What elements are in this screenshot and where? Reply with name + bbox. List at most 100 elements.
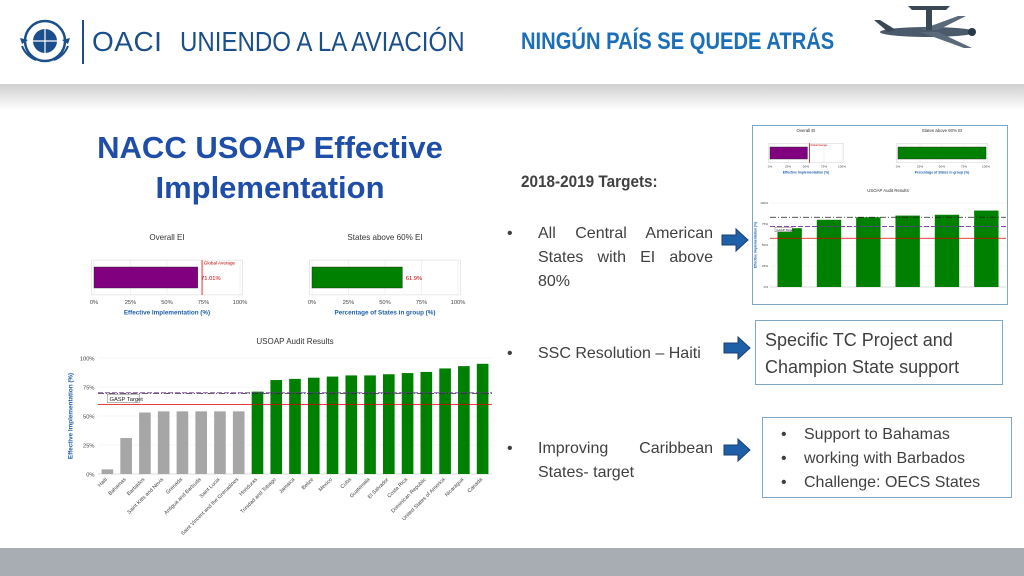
axis-label: Effective Implementation (%): [753, 222, 757, 269]
right-arrow-icon: [721, 228, 749, 252]
tick-label: 0%: [764, 285, 769, 289]
target-text: All Central American States with EI abov…: [538, 225, 713, 290]
bar: [895, 215, 920, 287]
bullet: •: [507, 345, 513, 362]
bar: [974, 210, 999, 287]
callout-item: Challenge: OECS States: [773, 471, 1011, 495]
bar: [251, 391, 264, 474]
tick-label: 75%: [198, 300, 210, 306]
chart-title: Overall EI: [796, 128, 815, 133]
tick-label: 0%: [308, 300, 316, 306]
category-label: Mexico: [318, 477, 334, 493]
axis-label: Percentage of States in group (%): [915, 170, 970, 174]
reference-label: Global Average: [204, 261, 236, 266]
bar: [270, 380, 283, 474]
tick-label: 25%: [125, 300, 137, 306]
bar: [897, 146, 987, 160]
target-label: GASP Target: [776, 228, 794, 232]
bar: [232, 411, 245, 474]
bar: [289, 378, 301, 474]
tick-label: 100%: [760, 201, 768, 205]
tick-label: 25%: [762, 264, 768, 268]
tick-label: 75%: [821, 165, 827, 169]
category-label: Nicaragua: [444, 477, 465, 498]
chart-title: States above 60% EI: [347, 233, 422, 242]
header-tagline: NINGÚN PAÍS SE QUEDE ATRÁS: [521, 28, 835, 55]
bar: [195, 411, 208, 474]
bar: [777, 228, 802, 287]
target-text: Improving Caribbean States- target: [538, 440, 713, 481]
tick-label: 75%: [961, 165, 967, 169]
bar: [816, 219, 842, 287]
bar: [458, 366, 470, 474]
bar: [401, 373, 414, 474]
left-chart-panel: Overall EI 0% 25% 50% 75% 100% 71.01% Global Av…: [68, 233, 492, 535]
target-item-caribbean: • Improving Caribbean States- target: [507, 437, 713, 485]
data-label: 71.01%: [201, 276, 221, 282]
bullet: •: [507, 440, 513, 457]
tick-label: 75%: [416, 300, 428, 306]
category-label: Trinidad and Tobago: [240, 477, 278, 515]
target-label-box: [107, 394, 140, 403]
axis-label: Percentage of States in group (%): [334, 309, 435, 316]
caribbean-callout: Support to Bahamas working with Barbados…: [762, 417, 1012, 498]
bar: [176, 411, 189, 474]
tick-label: 100%: [451, 300, 466, 306]
slide-title: NACC USOAP Effective Implementation: [97, 130, 443, 205]
tick-label: 100%: [80, 356, 95, 362]
reference-label: Global Average: [811, 144, 828, 147]
tick-label: 50%: [762, 243, 768, 247]
category-label: Cuba: [340, 477, 353, 490]
right-arrow-icon: [723, 438, 751, 462]
tick-label: 25%: [343, 300, 355, 306]
axis-label: Effective Implementation (%): [783, 170, 830, 174]
bullet: •: [507, 225, 513, 242]
tick-label: 75%: [83, 385, 95, 391]
bar: [345, 375, 358, 474]
bar: [307, 377, 320, 474]
header-slogan: UNIENDO A LA AVIACIÓN: [180, 26, 465, 57]
tick-label: 50%: [939, 165, 945, 169]
bar: [93, 266, 198, 289]
bar: [476, 363, 489, 474]
callout-item: working with Barbados: [773, 447, 1011, 471]
bar: [856, 217, 881, 287]
chart-title: USOAP Audit Results: [256, 337, 333, 346]
category-label: Bahamas: [108, 477, 128, 497]
axis-label: Effective Implementation (%): [68, 373, 75, 459]
bar: [382, 374, 395, 474]
bar: [157, 411, 170, 474]
tick-label: 25%: [83, 443, 95, 449]
tick-label: 25%: [917, 165, 923, 169]
callout-item: Support to Bahamas: [773, 423, 1011, 447]
tick-label: 0%: [896, 165, 901, 169]
target-text: SSC Resolution – Haiti: [538, 345, 701, 362]
category-label: Antigua and Barbuda: [163, 477, 202, 516]
category-label: Saint Kitts and Nevis: [126, 477, 165, 516]
tick-label: 75%: [762, 222, 768, 226]
right-arrow-icon: [723, 336, 751, 360]
chart-title: Overall EI: [149, 233, 184, 242]
tick-label: 50%: [803, 165, 809, 169]
tick-label: 100%: [233, 300, 248, 306]
tick-label: 100%: [838, 165, 846, 169]
bar: [439, 368, 451, 474]
thumbnail-chart-panel: Overall EI 0% 25% 50% 75% 100% Global Average E…: [753, 128, 1006, 289]
header-bar: OACI UNIENDO A LA AVIACIÓN NINGÚN PAÍS S…: [0, 0, 1024, 84]
tick-label: 0%: [90, 300, 98, 306]
tc-support-callout: Specific TC Project and Champion State s…: [755, 320, 1003, 385]
bar: [326, 376, 339, 474]
tick-label: 50%: [379, 300, 391, 306]
bar: [934, 214, 960, 287]
targets-heading: 2018-2019 Targets:: [521, 172, 658, 191]
category-label: Jamaica: [278, 477, 296, 495]
tick-label: 0%: [86, 472, 94, 478]
tick-label: 50%: [83, 414, 95, 420]
target-item-central-america: • All Central American States with EI ab…: [507, 222, 713, 294]
bar: [139, 412, 151, 474]
airplane-icon: [874, 6, 976, 48]
category-label: Canada: [467, 477, 484, 494]
tick-label: 100%: [982, 165, 990, 169]
chart-title: USOAP Audit Results: [867, 188, 909, 193]
footer-bar: [0, 548, 1024, 576]
